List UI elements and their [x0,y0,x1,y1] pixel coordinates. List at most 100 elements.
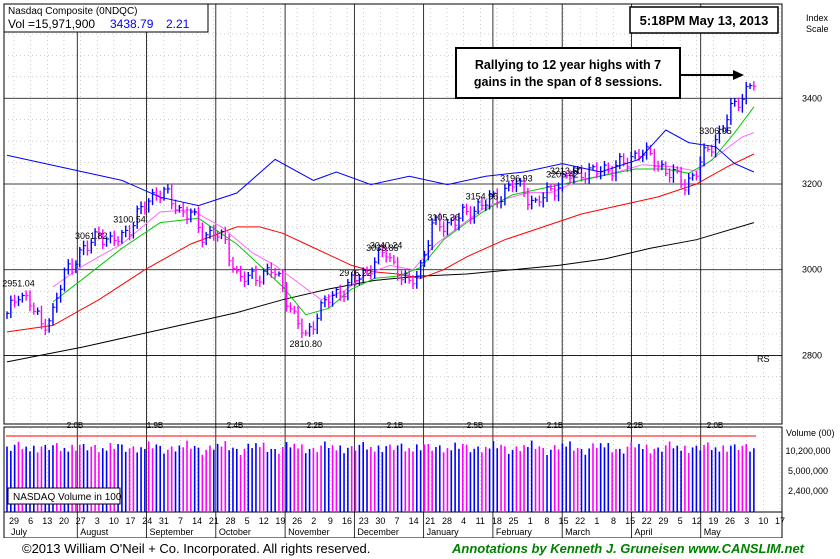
price-tick-label: 3400 [802,93,822,103]
x-month-label: October [219,527,251,537]
x-day-label: 7 [178,516,183,526]
price-point-label: 2951.04 [2,279,35,289]
x-month-label: January [427,527,460,537]
change-readout: 2.21 [166,17,190,31]
x-day-label: 22 [575,516,585,526]
x-month-label: May [704,527,722,537]
volume-value-label: 2.2B [627,421,643,430]
x-day-label: 19 [708,516,718,526]
x-day-label: 8 [544,516,549,526]
x-day-label: 13 [42,516,52,526]
x-month-label: July [11,527,28,537]
price-point-label: 3154.96 [466,191,499,201]
footer: ©2013 William O'Neil + Co. Incorporated.… [0,538,840,559]
x-day-label: 12 [259,516,269,526]
x-day-label: 10 [758,516,768,526]
x-day-label: 15 [559,516,569,526]
x-day-label: 19 [275,516,285,526]
price-point-label: 2976.22 [339,268,372,278]
x-day-label: 11 [476,516,485,526]
annotation-line-1: Rallying to 12 year highs with 7 [475,58,661,72]
x-day-label: 25 [509,516,519,526]
x-day-label: 17 [775,516,785,526]
annotations-credit: Annotations by Kenneth J. Gruneisen www.… [452,541,804,556]
copyright-text: ©2013 William O'Neil + Co. Incorporated.… [22,541,371,556]
price-point-label: 3105.36 [427,213,460,223]
x-day-label: 31 [159,516,169,526]
x-month-label: March [565,527,590,537]
x-day-label: 1 [594,516,599,526]
price-tick-label: 3000 [802,265,822,275]
x-day-label: 9 [328,516,333,526]
annotation-line-2: gains in the span of 8 sessions. [474,75,662,89]
x-day-label: 6 [28,516,33,526]
x-day-label: 10 [109,516,119,526]
header-box [3,3,209,33]
rs-line-layer [6,129,755,207]
volume-value-label: 2.1B [387,421,403,430]
x-day-label: 4 [461,516,466,526]
x-day-label: 20 [59,516,69,526]
x-day-label: 16 [342,516,352,526]
volume-value-label: 2.0B [707,421,723,430]
x-day-label: 1 [528,516,533,526]
price-point-label: 3033.85 [366,243,399,253]
rs-line [6,129,755,207]
annotation-box [455,47,681,99]
price-point-label: 3040.24 [370,240,403,250]
x-day-label: 29 [9,516,19,526]
x-day-label: 2 [311,516,316,526]
x-day-label: 3 [744,516,749,526]
x-month-label: April [634,527,652,537]
volume-value-label: 2.4B [227,421,243,430]
x-day-label: 26 [725,516,735,526]
rs-label: RS [757,354,770,364]
x-day-label: 3 [95,516,100,526]
x-day-label: 27 [76,516,86,526]
index-name: Nasdaq Composite (0NDQC) [8,6,138,17]
x-day-label: 24 [142,516,152,526]
volume-value-label: 2.2B [307,421,323,430]
price-tick-label: 2800 [802,350,822,360]
x-day-label: 26 [292,516,302,526]
x-month-label: September [150,527,194,537]
x-day-label: 30 [375,516,385,526]
x-day-label: 5 [678,516,683,526]
timestamp-box [629,6,779,34]
volume-value-label: 2.0B [67,421,83,430]
x-day-label: 15 [625,516,635,526]
x-month-label: November [288,527,330,537]
x-day-label: 22 [642,516,652,526]
price-tick-label: 3200 [802,179,822,189]
volume-bars-layer [6,435,756,512]
x-day-label: 17 [126,516,136,526]
x-day-label: 8 [611,516,616,526]
x-day-label: 5 [245,516,250,526]
volume-tick-label: 2,400,000 [788,486,828,496]
price-readout: 3438.79 [110,17,154,31]
price-point-label: 3306.95 [699,126,732,136]
x-month-label: August [80,527,109,537]
volume-readout: Vol =15,971,900 [8,17,95,31]
volume-axis-title: Volume (00) [786,428,835,438]
volume-value-label: 2.5B [467,421,483,430]
volume-value-label: 2.1B [547,421,563,430]
x-day-label: 21 [425,516,435,526]
x-day-label: 28 [225,516,235,526]
x-day-label: 29 [658,516,668,526]
x-day-label: 7 [394,516,399,526]
annotation-arrow-head [733,70,744,80]
price-point-label: 3100.54 [113,215,146,225]
x-day-label: 12 [692,516,702,526]
volume-label-box [7,487,121,505]
x-axis-strip [3,511,783,538]
ma21-line [6,153,755,333]
volume-tick-label: 10,200,000 [785,446,830,456]
x-day-label: 14 [409,516,419,526]
timestamp: 5:18PM May 13, 2013 [640,13,769,28]
price-point-label: 2810.80 [289,339,322,349]
x-day-label: 28 [442,516,452,526]
price-point-label: 3205.42 [546,170,579,180]
x-day-label: 23 [359,516,369,526]
